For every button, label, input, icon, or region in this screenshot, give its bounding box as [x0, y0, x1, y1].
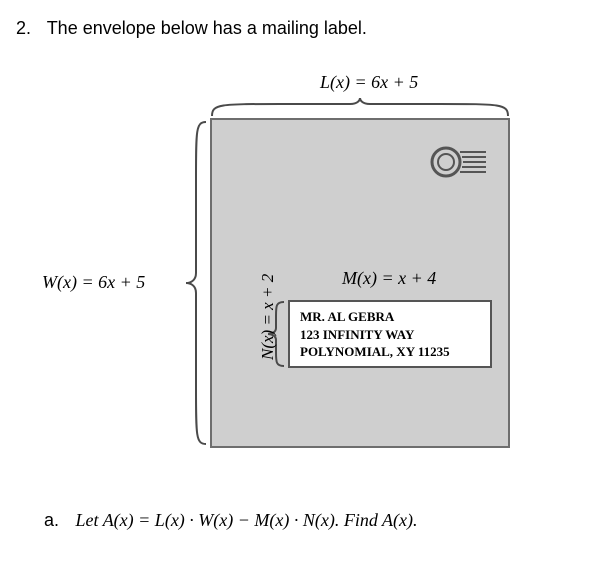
envelope: M(x) = x + 4 N(x) = x + 2 MR. AL GEBRA 1…: [210, 118, 510, 448]
mailing-label: MR. AL GEBRA 123 INFINITY WAY POLYNOMIAL…: [288, 300, 492, 368]
subquestion-letter: a.: [44, 510, 59, 530]
m-label: M(x) = x + 4: [342, 268, 436, 289]
problem-header: 2. The envelope below has a mailing labe…: [16, 18, 367, 39]
length-label: L(x) = 6x + 5: [320, 72, 418, 93]
problem-number: 2.: [16, 18, 42, 39]
address-line-3: POLYNOMIAL, XY 11235: [300, 343, 480, 361]
stamp-icon: [430, 142, 486, 182]
n-label: N(x) = x + 2: [258, 274, 278, 360]
problem-statement: The envelope below has a mailing label.: [47, 18, 367, 38]
subquestion-text: Let A(x) = L(x) · W(x) − M(x) · N(x). Fi…: [76, 510, 418, 530]
subquestion: a. Let A(x) = L(x) · W(x) − M(x) · N(x).…: [44, 510, 418, 531]
address-line-1: MR. AL GEBRA: [300, 308, 480, 326]
top-brace: [210, 98, 510, 118]
left-brace: [186, 118, 208, 448]
width-label: W(x) = 6x + 5: [42, 272, 145, 293]
address-line-2: 123 INFINITY WAY: [300, 326, 480, 344]
